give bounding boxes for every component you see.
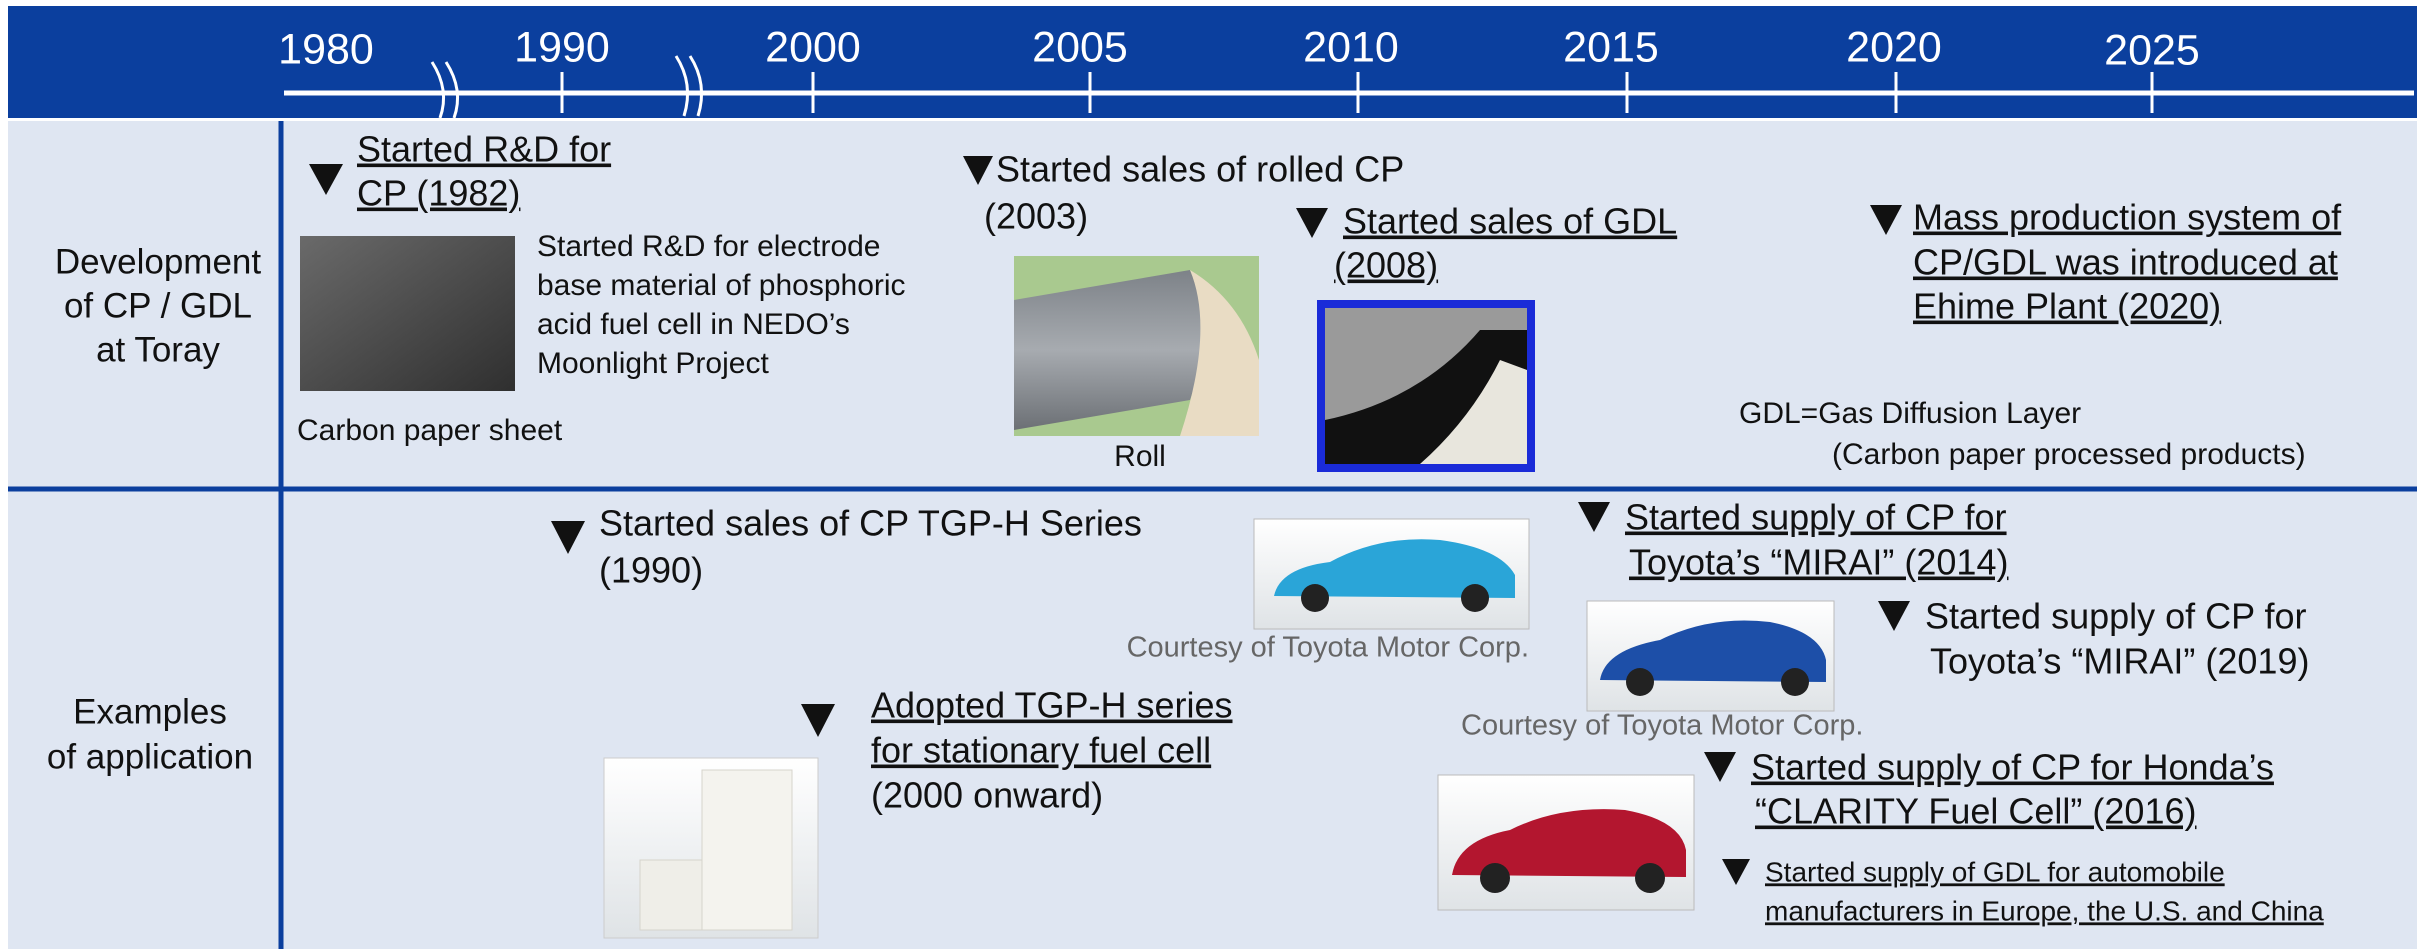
year-label: 2015 [1563,23,1659,71]
photo-caption: Courtesy of Toyota Motor Corp. [1127,632,1529,664]
year-label: 1990 [514,23,610,71]
event-text: Mass production system of [1913,197,2342,238]
photo-carbon-paper [300,236,515,391]
photo-caption: Carbon paper sheet [297,414,563,447]
event-text: Started supply of CP for Honda’s [1751,747,2274,788]
event-text: (2003) [984,196,1088,237]
note: (Carbon paper processed products) [1832,438,2306,471]
event-text: Ehime Plant (2020) [1913,286,2221,327]
axis-ticks [560,72,2154,113]
year-label: 2000 [765,23,861,71]
event-text: Started supply of GDL for automobile [1765,856,2225,887]
photo-honda [1437,774,1695,911]
event-text: Started supply of CP for [1625,497,2007,538]
row-label: of CP / GDL [64,286,252,325]
year-label: 1980 [278,25,374,73]
photo-toyota-2019 [1586,600,1835,712]
event-text: (2000 onward) [871,775,1103,816]
event-text: CP/GDL was introduced at [1913,242,2338,283]
event-markers [309,156,1910,885]
event-text: (2008) [1334,245,1438,286]
event-text: Started R&D for [357,129,611,170]
year-label: 2020 [1846,23,1942,71]
row-label: of application [47,737,253,776]
event-text: CP (1982) [357,173,520,214]
photo-caption: Courtesy of Toyota Motor Corp. [1461,710,1863,742]
year-label: 2025 [2104,26,2200,74]
note: GDL=Gas Diffusion Layer [1739,397,2081,430]
row-label: Development [55,242,261,281]
event-text: Moonlight Project [537,347,769,380]
event-text: manufacturers in Europe, the U.S. and Ch… [1765,895,2324,926]
event-text: Toyota’s “MIRAI” (2014) [1629,542,2008,583]
row-label: at Toray [96,330,220,369]
event-text: Started R&D for electrode [537,230,881,263]
event-text: for stationary fuel cell [871,730,1211,771]
photo-toyota-2014 [1253,518,1530,630]
header-band [8,6,2417,118]
year-label: 2005 [1032,23,1128,71]
event-text: Started sales of CP TGP-H Series [599,503,1142,544]
event-text: (1990) [599,550,703,591]
photo-caption: Roll [1114,440,1166,473]
event-text: Started sales of rolled CP [996,149,1404,190]
photo-fuel-cell [603,757,819,939]
event-text: base material of phosphoric [537,269,906,302]
year-label: 2010 [1303,23,1399,71]
photo-roll [1014,256,1259,436]
event-text: Adopted TGP-H series [871,685,1233,726]
event-text: Toyota’s “MIRAI” (2019) [1930,641,2309,682]
event-text: “CLARITY Fuel Cell” (2016) [1755,791,2196,832]
event-text: Started sales of GDL [1343,201,1677,242]
row-label: Examples [73,692,227,731]
event-text: acid fuel cell in NEDO’s [537,308,850,341]
photo-gdl [1317,300,1535,472]
event-text: Started supply of CP for [1925,596,2307,637]
axis-breaks [430,55,704,119]
